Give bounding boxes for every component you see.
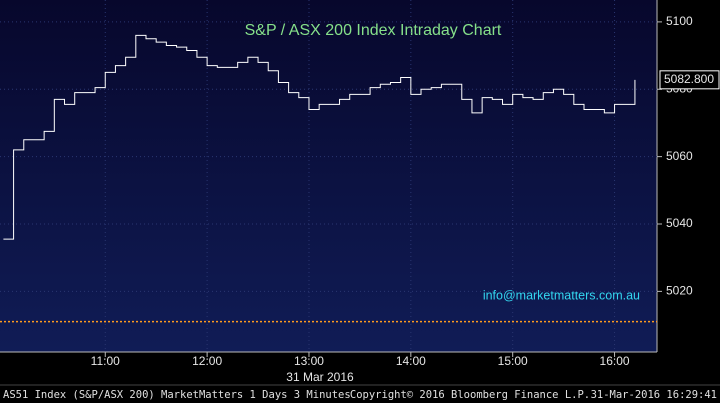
price-line	[3, 34, 636, 240]
status-bar	[0, 385, 720, 403]
date-label: 31 Mar 2016	[286, 370, 354, 384]
chart-title: S&P / ASX 200 Index Intraday Chart	[245, 22, 502, 39]
x-tick-label: 15:00	[498, 354, 528, 368]
plot-area	[0, 0, 657, 352]
x-tick-label: 16:00	[600, 354, 630, 368]
y-tick-label: 5060	[666, 149, 693, 163]
last-price-label: 5082.800	[664, 72, 714, 86]
x-tick-label: 13:00	[294, 354, 324, 368]
footer-left: AS51 Index (S&P/ASX 200) MarketMatters 1…	[3, 389, 351, 401]
x-tick-label: 12:00	[192, 354, 222, 368]
y-tick-label: 5100	[666, 14, 693, 28]
y-tick-label: 5040	[666, 216, 693, 230]
y-tick-label: 5020	[666, 284, 693, 298]
footer-right: 31-Mar-2016 16:29:41	[591, 389, 717, 401]
x-tick-label: 11:00	[91, 354, 120, 368]
x-tick-label: 14:00	[396, 354, 426, 368]
annotation: info@marketmatters.com.au	[483, 288, 640, 302]
footer-center: Copyright© 2016 Bloomberg Finance L.P.	[350, 389, 590, 401]
last-price-box	[659, 70, 720, 90]
